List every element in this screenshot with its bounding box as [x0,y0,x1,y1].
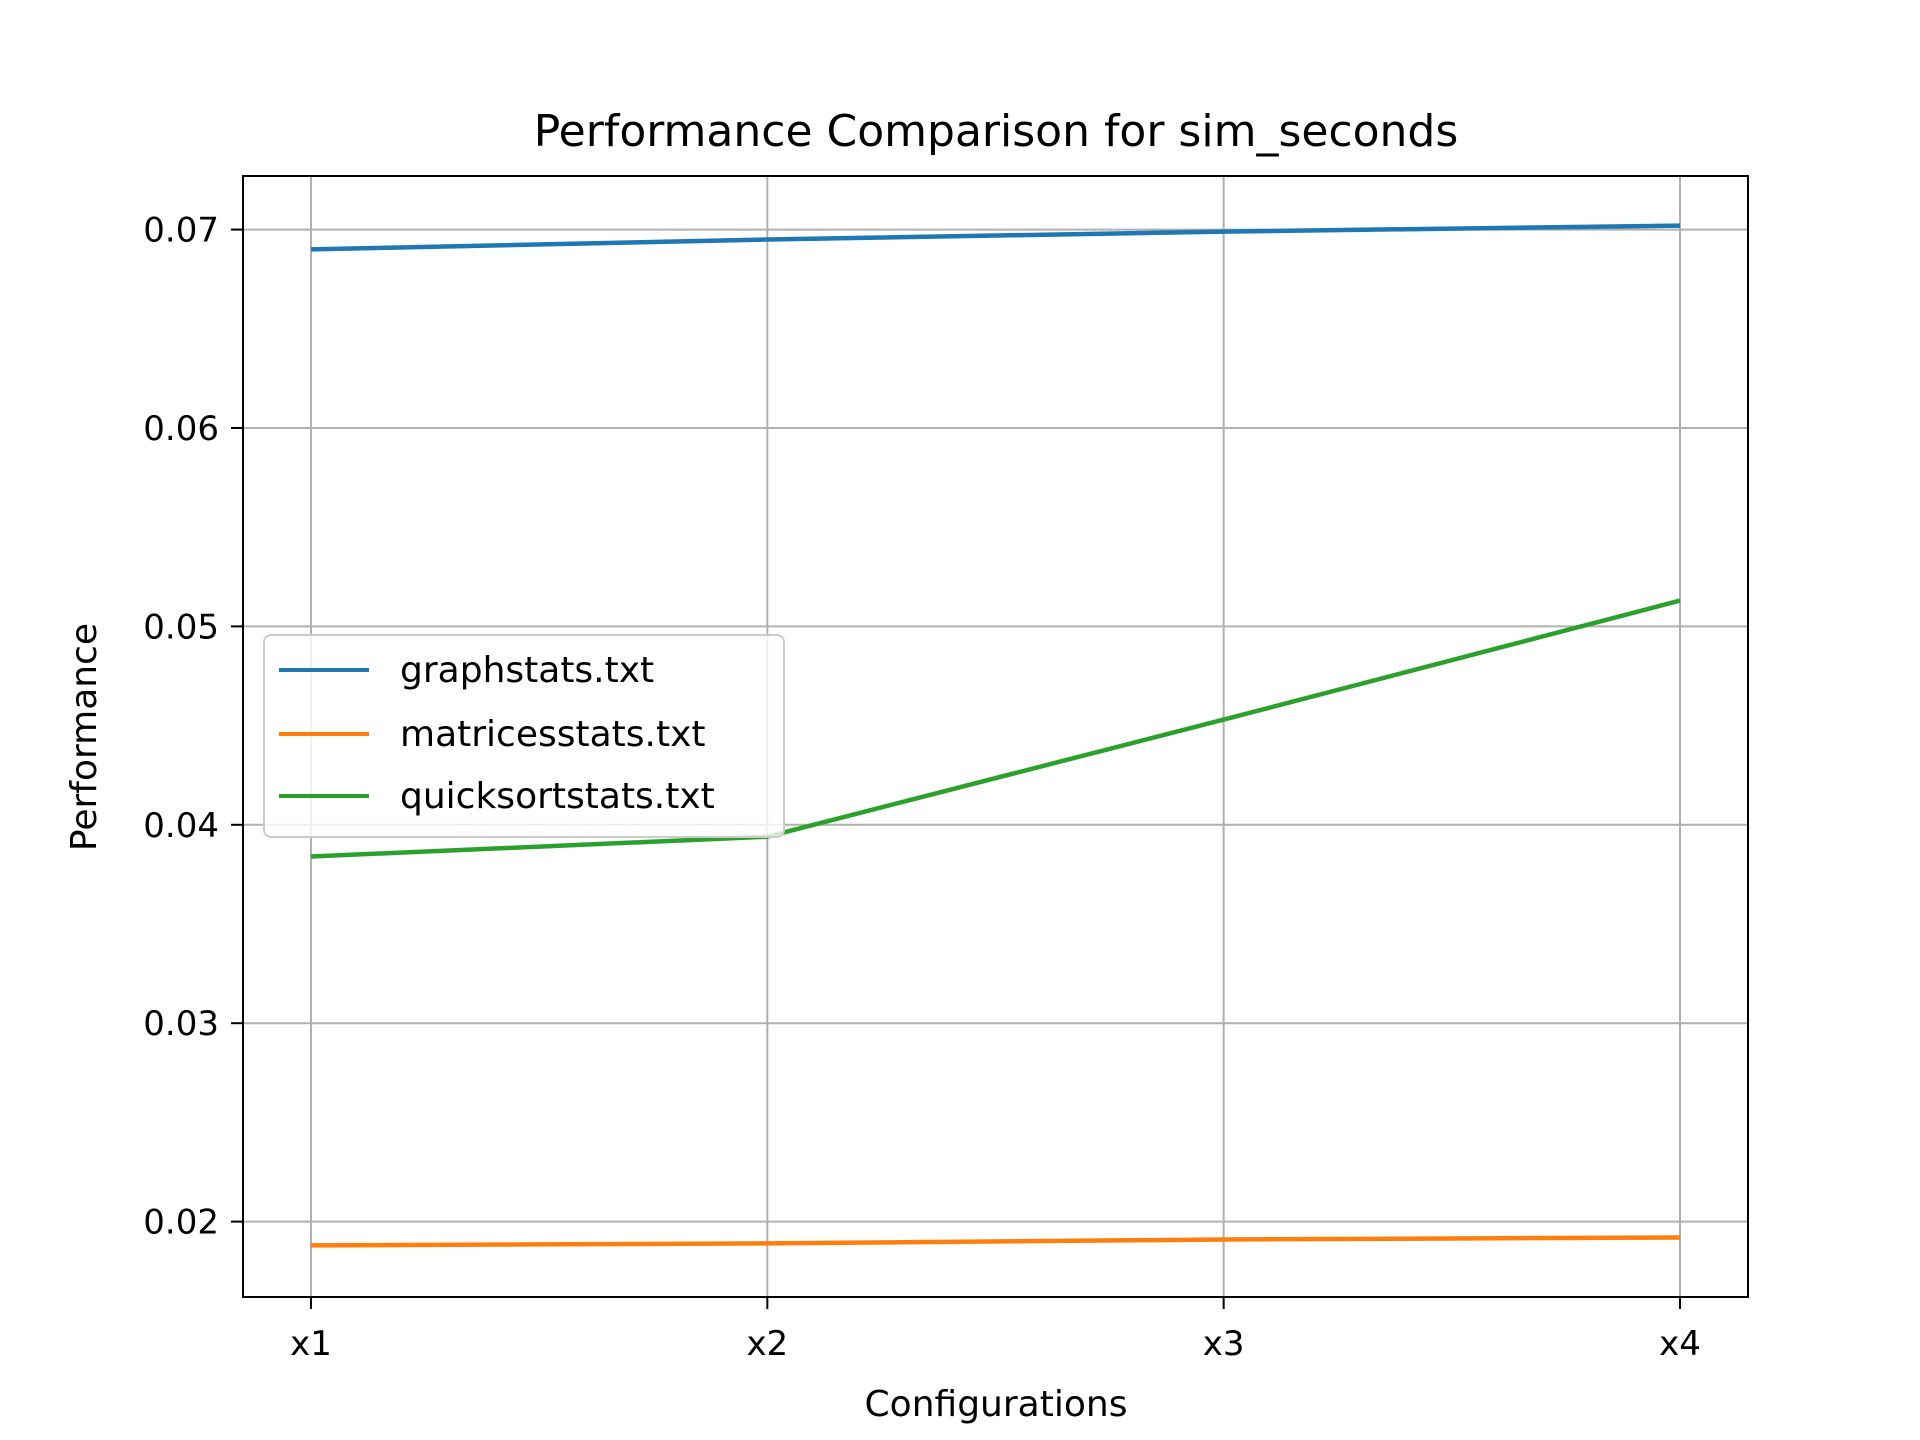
y-tick-label: 0.03 [143,1004,219,1044]
y-tick-label: 0.06 [143,409,219,449]
y-tick-label: 0.07 [143,211,219,251]
series-lines [310,223,1681,1248]
legend-label-matricesstats: matricesstats.txt [400,714,706,755]
x-tick-label: x4 [1659,1324,1701,1364]
axis-ticks: x1 x2 x3 x4 0.02 0.03 0.04 0.05 0.06 0.07 [143,211,1701,1364]
x-tick-label: x2 [746,1324,788,1364]
y-tick-label: 0.02 [143,1203,219,1243]
y-tick-label: 0.05 [143,607,219,647]
series-line-graphstats [310,223,1681,252]
legend-label-quicksortstats: quicksortstats.txt [400,776,715,817]
legend: graphstats.txt matricesstats.txt quickso… [263,634,785,838]
legend-label-graphstats: graphstats.txt [400,650,654,691]
chart-title: Performance Comparison for sim_seconds [534,106,1459,157]
x-axis-title: Configurations [865,1384,1128,1425]
y-tick-label: 0.04 [143,806,219,846]
y-axis-title: Performance [64,623,105,851]
plot-area-frame [242,175,1749,1298]
x-tick-label: x3 [1203,1324,1245,1364]
series-line-matricesstats [310,1235,1681,1248]
legend-box [263,634,785,838]
x-tick-label: x1 [290,1324,332,1364]
series-line-quicksortstats [310,598,1681,859]
